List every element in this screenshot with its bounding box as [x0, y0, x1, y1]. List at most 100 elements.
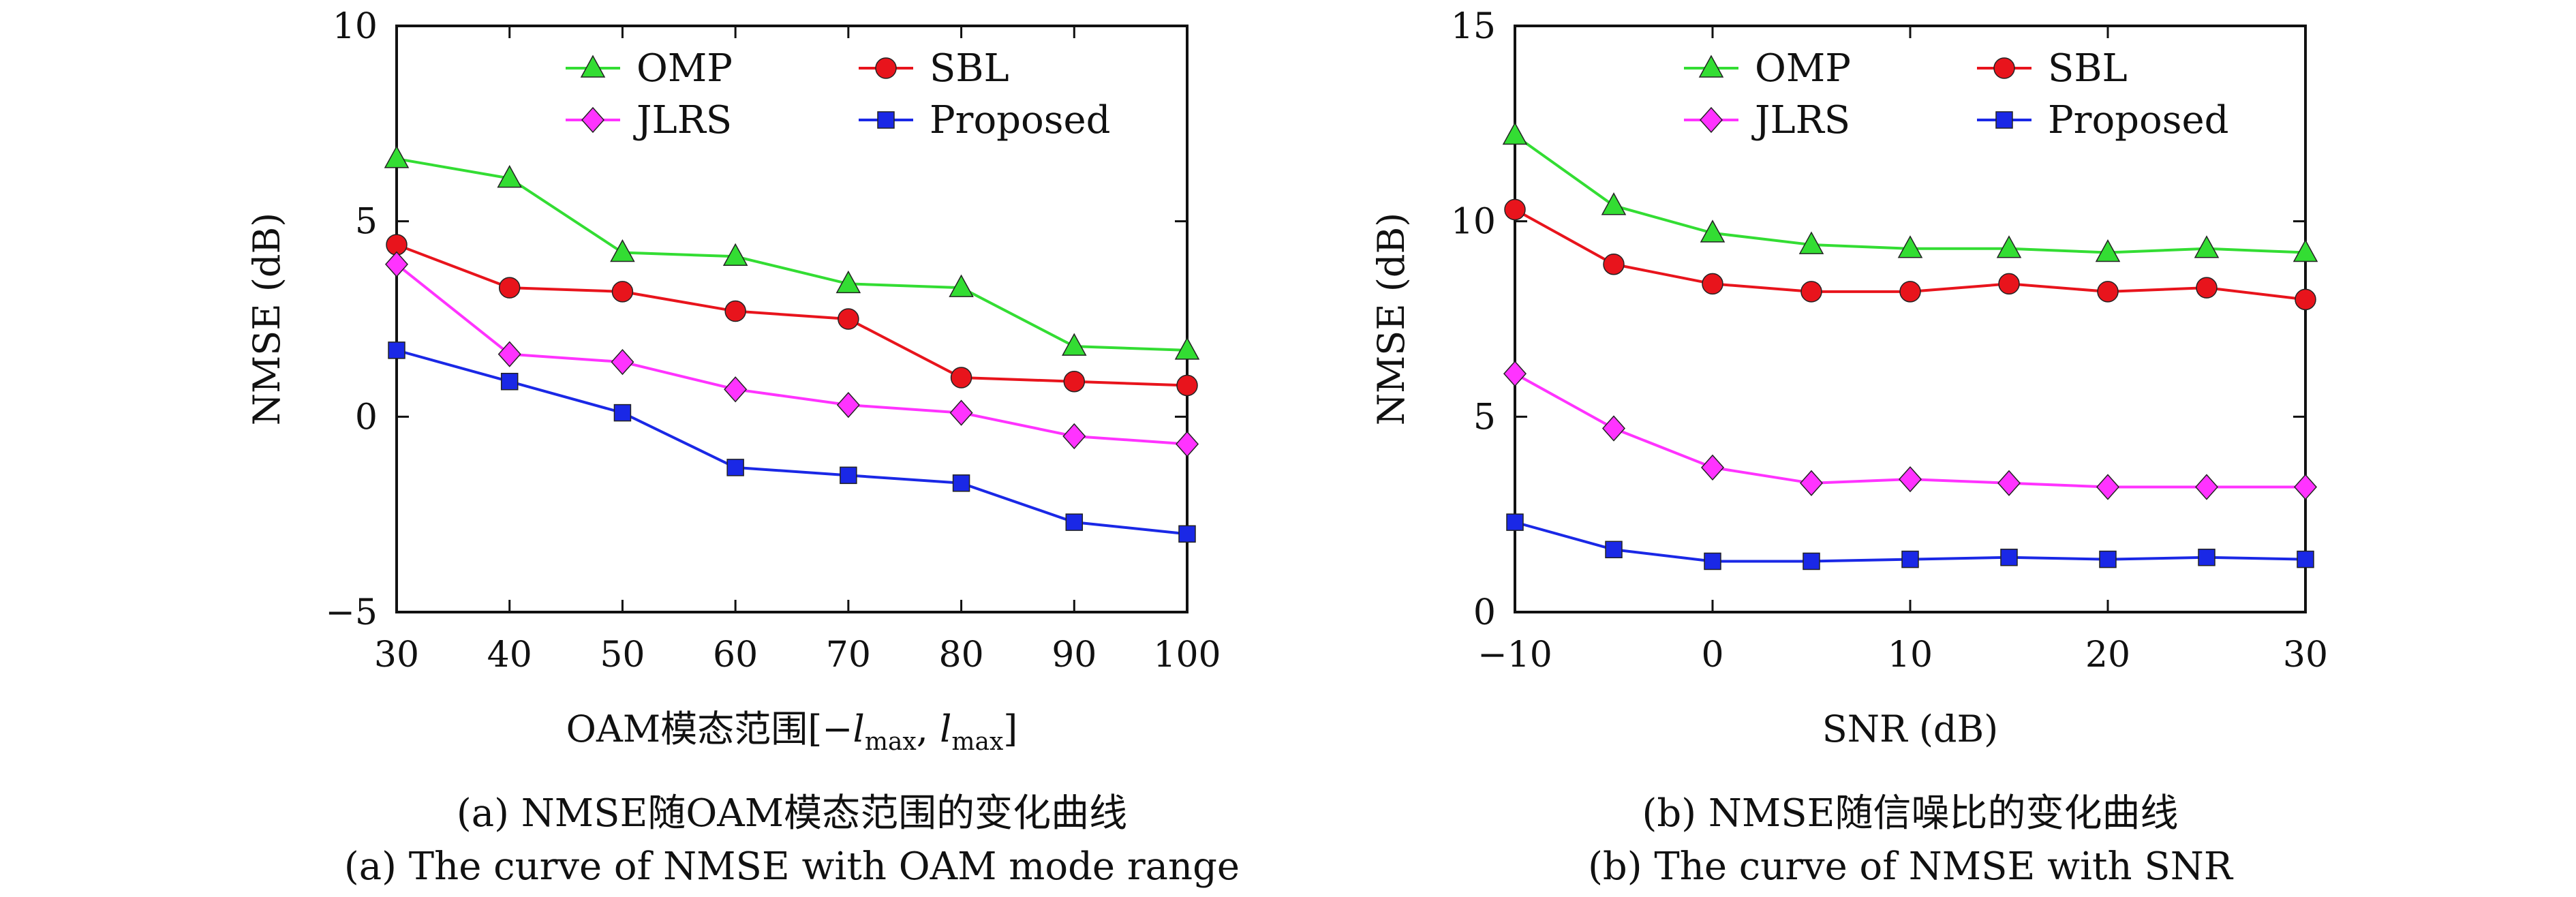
point-sbl	[1998, 273, 2020, 295]
legend-marker-jlrs	[581, 106, 605, 134]
series-line-jlrs	[395, 263, 1188, 446]
point-sbl	[1504, 198, 1526, 221]
point-proposed	[1506, 513, 1524, 531]
series-line-sbl	[396, 243, 1188, 387]
panel-a: 30 40 50 60 70 80 90 100 −5 0 5 10 OMP SBL JLRS Propos…	[245, 6, 1240, 889]
point-proposed	[500, 372, 519, 391]
point-proposed	[1605, 541, 1623, 559]
point-jlrs	[497, 341, 521, 367]
x-axis-label-b: SNR (dB)	[1822, 708, 1998, 750]
point-proposed	[1803, 552, 1820, 571]
legend-marker-jlrs	[1699, 106, 1723, 134]
y-tick-label: 5	[1473, 397, 1496, 438]
point-omp	[1996, 235, 2022, 258]
legend-label-omp: OMP	[1755, 46, 1851, 91]
point-sbl	[838, 308, 859, 330]
legend-marker-sbl	[875, 57, 897, 79]
x-axis-label-a: OAM模态范围[−lmax, lmax]	[566, 708, 1018, 756]
y-axis-label-a: NMSE (dB)	[245, 213, 288, 426]
point-proposed	[2198, 548, 2215, 566]
point-proposed	[388, 341, 405, 359]
point-proposed	[2099, 550, 2117, 568]
x-tick-label: 80	[938, 635, 983, 675]
point-sbl	[1063, 370, 1086, 393]
legend-marker-omp	[1698, 55, 1724, 78]
point-omp	[1798, 231, 1824, 254]
y-tick-label: 15	[1451, 6, 1496, 47]
point-omp	[2095, 239, 2121, 262]
point-jlrs	[949, 399, 973, 426]
legend-b: OMP SBL JLRS Proposed	[1684, 46, 2228, 142]
x-tick-label: 70	[826, 635, 871, 675]
ticks-a: 30 40 50 60 70 80 90 100 −5 0 5 10	[325, 6, 1221, 675]
legend-label-jlrs: JLRS	[633, 98, 732, 142]
series-line-proposed	[396, 348, 1188, 536]
point-proposed	[1178, 525, 1196, 543]
point-jlrs	[2293, 474, 2318, 500]
point-jlrs	[1799, 470, 1824, 496]
legend-label-proposed: Proposed	[930, 98, 1110, 142]
point-jlrs	[2194, 474, 2219, 500]
x-tick-label: 60	[713, 635, 758, 675]
y-tick-label: 10	[1451, 202, 1496, 243]
caption-en-a: (a) The curve of NMSE with OAM mode rang…	[344, 845, 1240, 889]
point-proposed	[1901, 550, 1919, 568]
point-sbl	[724, 300, 746, 322]
y-axis-label-b: NMSE (dB)	[1370, 213, 1413, 426]
x-tick-label: 30	[374, 635, 419, 675]
x-tick-label: −10	[1477, 635, 1552, 675]
x-tick-label: 20	[2085, 635, 2130, 675]
x-tick-label: 0	[1701, 635, 1723, 675]
point-proposed	[1065, 513, 1084, 531]
y-tick-label: −5	[325, 592, 378, 633]
point-jlrs	[1503, 361, 1527, 387]
point-proposed	[2000, 548, 2018, 566]
point-jlrs	[836, 392, 860, 419]
point-sbl	[2097, 281, 2119, 303]
point-omp	[1062, 333, 1087, 356]
point-proposed	[726, 459, 744, 476]
x-tick-label: 10	[1888, 635, 1933, 675]
point-jlrs	[724, 376, 748, 403]
marks-a	[384, 145, 1200, 543]
point-jlrs	[1175, 431, 1199, 457]
series-line-omp	[1514, 134, 2306, 254]
point-omp	[610, 239, 635, 262]
point-sbl	[611, 281, 634, 303]
point-omp	[1174, 337, 1200, 360]
point-sbl	[1800, 281, 1822, 303]
point-proposed	[952, 474, 970, 492]
point-omp	[1601, 192, 1627, 215]
x-tick-label: 90	[1052, 635, 1097, 675]
x-tick-label: 50	[600, 635, 645, 675]
point-sbl	[2196, 277, 2218, 299]
point-omp	[497, 165, 522, 188]
point-jlrs	[1898, 466, 1922, 493]
legend-marker-sbl	[1993, 57, 2015, 79]
point-omp	[1897, 235, 1923, 258]
point-jlrs	[1997, 470, 2021, 496]
caption-en-b: (b) The curve of NMSE with SNR	[1588, 845, 2234, 889]
marks-b	[1502, 121, 2318, 571]
point-jlrs	[1700, 454, 1725, 481]
point-proposed	[1704, 552, 1721, 571]
legend-marker-proposed	[1995, 111, 2013, 129]
point-jlrs	[1062, 423, 1086, 450]
legend-label-sbl: SBL	[930, 46, 1009, 91]
plot-frame-a	[395, 25, 1189, 613]
point-omp	[835, 270, 861, 294]
caption-cn-b: (b) NMSE随信噪比的变化曲线	[1642, 791, 2179, 836]
x-tick-label: 100	[1153, 635, 1221, 675]
point-sbl	[2295, 288, 2316, 311]
caption-cn-a: (a) NMSE随OAM模态范围的变化曲线	[457, 791, 1127, 836]
point-omp	[949, 274, 974, 297]
legend-label-omp: OMP	[637, 46, 733, 91]
point-omp	[2293, 239, 2318, 262]
legend-label-sbl: SBL	[2048, 46, 2128, 91]
point-omp	[2194, 235, 2220, 258]
point-jlrs	[1601, 415, 1626, 442]
point-proposed	[840, 466, 857, 485]
point-sbl	[950, 367, 972, 389]
